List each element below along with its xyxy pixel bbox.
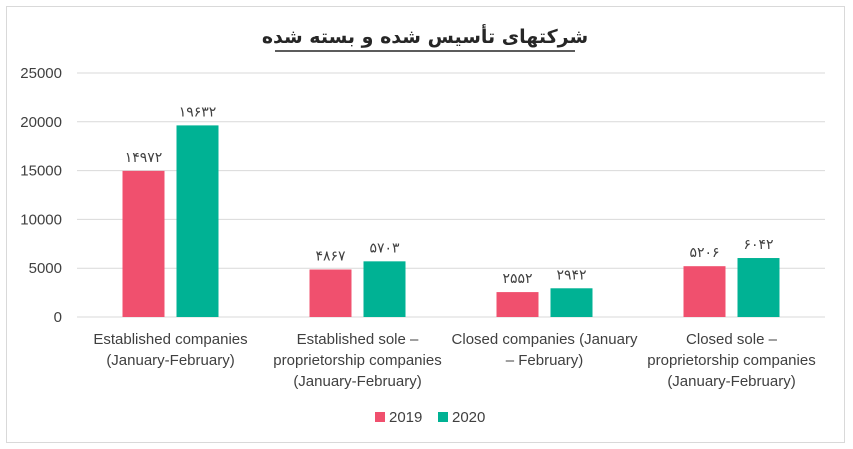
data-label: ۱۹۶۳۲ <box>179 104 217 120</box>
data-label: ۲۹۴۲ <box>556 267 586 283</box>
bar-2020-3 <box>737 258 780 317</box>
y-axis-tick-labels: 0 5000 10000 15000 20000 25000 <box>20 65 62 326</box>
bar-2020-2 <box>550 288 593 317</box>
data-label: ۱۴۹۷۲ <box>125 150 163 166</box>
data-labels: ۱۴۹۷۲ ۴۸۶۷ ۲۵۵۲ ۵۲۰۶ ۱۹۶۳۲ ۵۷۰۳ ۲۹۴۲ ۶۰۴۲ <box>125 104 773 287</box>
chart-title: شرکتهای تأسیس شده و بسته شده <box>262 24 588 48</box>
category-label: (January-February) <box>106 352 234 369</box>
legend-swatch-2020 <box>438 412 448 422</box>
data-label: ۴۸۶۷ <box>315 248 346 264</box>
legend-swatch-2019 <box>375 412 385 422</box>
legend-label-2020: 2020 <box>452 409 485 426</box>
category-label: – February) <box>506 352 584 369</box>
category-label: Established sole – <box>297 331 419 348</box>
bar-2019-0 <box>122 170 165 317</box>
y-tick-label: 15000 <box>20 163 62 180</box>
bar-2020-1 <box>363 261 406 317</box>
bars <box>122 125 780 317</box>
y-tick-label: 25000 <box>20 65 62 82</box>
category-label: (January-February) <box>667 373 795 390</box>
category-label: Established companies <box>93 331 247 348</box>
bar-2019-1 <box>309 269 352 317</box>
bar-2019-2 <box>496 292 539 317</box>
data-label: ۵۲۰۶ <box>689 245 719 261</box>
bar-2019-3 <box>683 266 726 317</box>
data-label: ۵۷۰۳ <box>369 240 400 256</box>
y-tick-label: 20000 <box>20 114 62 131</box>
y-tick-label: 0 <box>54 309 62 326</box>
x-axis-category-labels: Established companies (January-February) E… <box>93 331 815 390</box>
y-tick-label: 10000 <box>20 211 62 228</box>
data-label: ۲۵۵۲ <box>502 271 532 287</box>
legend-label-2019: 2019 <box>389 409 422 426</box>
category-label: (January-February) <box>293 373 421 390</box>
data-label: ۶۰۴۲ <box>743 237 773 253</box>
bar-chart: شرکتهای تأسیس شده و بسته شده 0 5000 10000 1… <box>20 24 825 426</box>
category-label: proprietorship companies <box>647 352 815 369</box>
category-label: Closed sole – <box>686 331 778 348</box>
chart-frame: شرکتهای تأسیس شده و بسته شده 0 5000 10000 1… <box>6 6 845 443</box>
category-label: proprietorship companies <box>273 352 441 369</box>
category-label: Closed companies (January <box>452 331 638 348</box>
bar-2020-0 <box>176 125 219 317</box>
chart-title-group: شرکتهای تأسیس شده و بسته شده <box>262 24 588 52</box>
y-tick-label: 5000 <box>29 260 62 277</box>
legend: 2019 2020 <box>375 409 485 426</box>
